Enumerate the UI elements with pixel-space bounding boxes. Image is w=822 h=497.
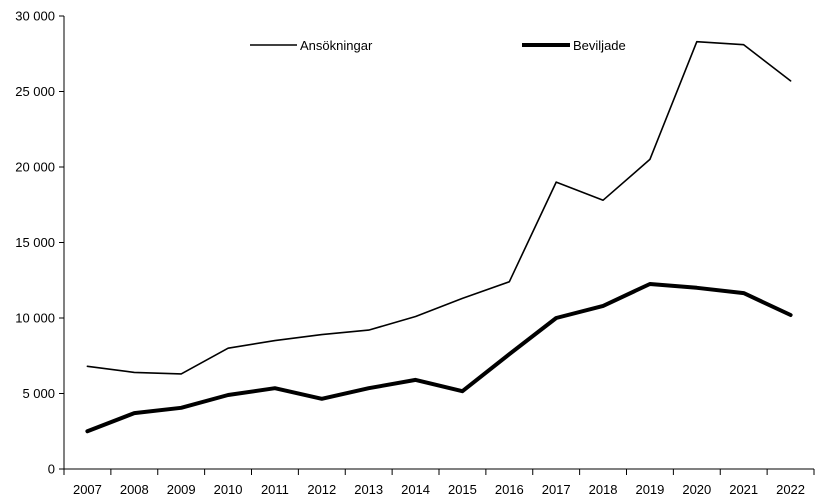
chart-series (85, 40, 793, 434)
x-tick-label: 2011 (261, 482, 289, 497)
x-tick-label: 2018 (589, 482, 618, 497)
y-tick-label: 25 000 (15, 84, 55, 99)
x-tick-label: 2022 (776, 482, 805, 497)
y-tick-label: 15 000 (15, 235, 55, 250)
x-tick-label: 2019 (635, 482, 664, 497)
y-tick-label: 5 000 (22, 386, 55, 401)
y-tick-label: 10 000 (15, 311, 55, 326)
y-tick-label: 30 000 (15, 9, 55, 24)
x-tick-label: 2020 (682, 482, 711, 497)
chart-legend: Ansökningar Beviljade (250, 38, 626, 53)
y-tick-label: 20 000 (15, 160, 55, 175)
legend-label: Ansökningar (300, 38, 373, 53)
x-tick-label: 2009 (167, 482, 196, 497)
x-tick-label: 2008 (120, 482, 149, 497)
x-tick-label: 2015 (448, 482, 477, 497)
x-tick-label: 2012 (307, 482, 336, 497)
series-line-beviljade (85, 282, 793, 434)
x-tick-label: 2010 (214, 482, 243, 497)
x-tick-label: 2016 (495, 482, 524, 497)
x-tick-label: 2014 (401, 482, 430, 497)
x-tick-label: 2013 (354, 482, 383, 497)
x-tick-label: 2021 (729, 482, 758, 497)
x-tick-label: 2007 (73, 482, 102, 497)
legend-label: Beviljade (573, 38, 626, 53)
series-line-ansokningar (86, 40, 792, 375)
x-tick-label: 2017 (542, 482, 571, 497)
y-tick-label: 0 (48, 462, 55, 477)
chart-axes: 0 5 000 10 000 15 000 20 000 25 000 30 000 2007… (15, 9, 815, 497)
